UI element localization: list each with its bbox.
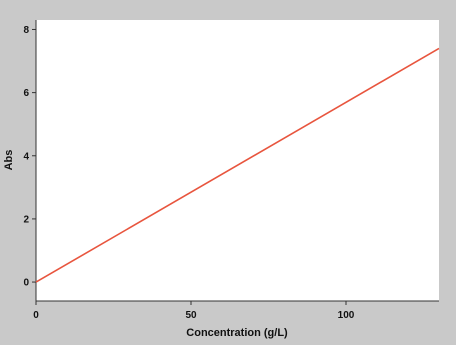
- y-tick-label: 0: [23, 278, 29, 289]
- y-ticks: 0 2 4 6 8: [23, 25, 36, 289]
- y-tick-label: 2: [23, 214, 29, 225]
- x-tick-label: 50: [185, 310, 197, 321]
- y-tick-label: 8: [23, 25, 29, 36]
- y-axis-title: Abs: [3, 150, 15, 171]
- x-tick-label: 100: [338, 310, 355, 321]
- x-ticks: 0 50 100: [33, 301, 355, 321]
- y-tick-label: 4: [23, 151, 29, 162]
- y-tick-label: 6: [23, 88, 29, 99]
- series-layer: [35, 47, 440, 283]
- x-tick-label: 0: [33, 310, 39, 321]
- series-line: [35, 47, 440, 283]
- plot-area: [36, 20, 439, 301]
- x-axis-title: Concentration (g/L): [186, 327, 288, 339]
